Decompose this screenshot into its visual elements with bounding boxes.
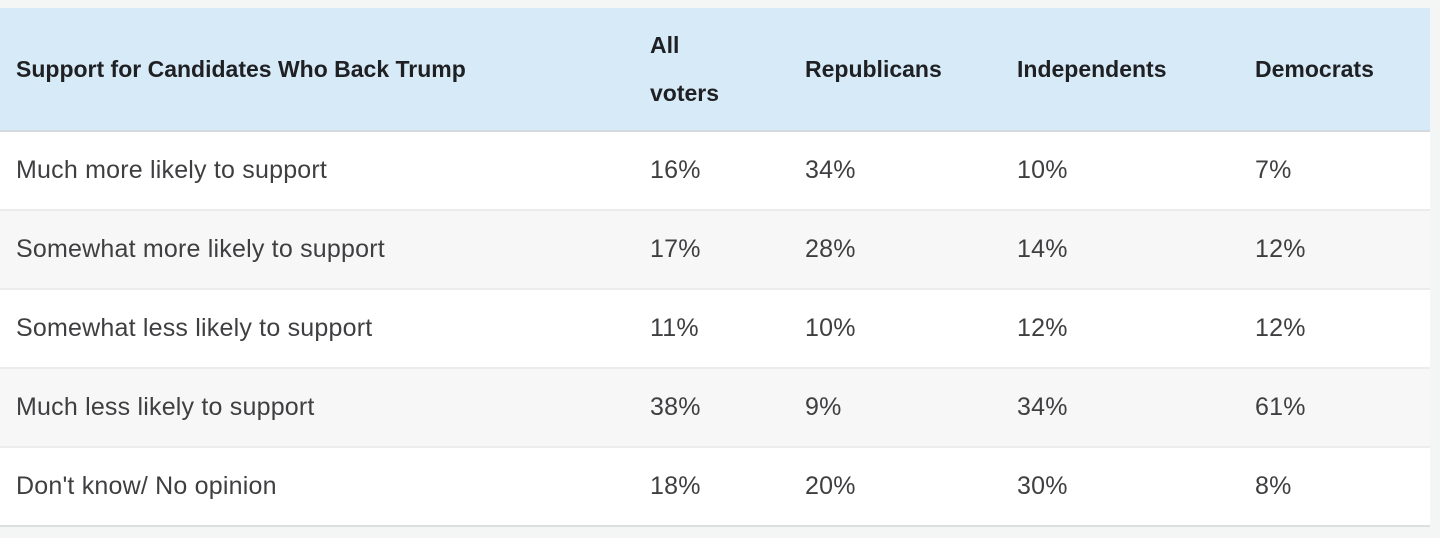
row-label: Much more likely to support [16,156,328,184]
cell-value: 11% [650,314,699,342]
table-row: Much more likely to support 16% 34% 10% … [0,131,1430,210]
table-body: Much more likely to support 16% 34% 10% … [0,131,1430,526]
cell-value: 61% [1255,393,1306,421]
cell-value: 17% [650,235,701,263]
table-row: Somewhat more likely to support 17% 28% … [0,210,1430,289]
row-label: Somewhat less likely to support [16,314,373,342]
cell-value: 9% [805,393,842,421]
table-title-cell: Support for Candidates Who Back Trump [0,8,650,132]
cell-value: 16% [650,156,701,184]
cell-value: 14% [1017,235,1068,263]
header-col-democrats: Democrats [1255,8,1430,132]
cell-value: 10% [805,314,856,342]
cell-value: 18% [650,472,701,500]
cell-value: 12% [1255,235,1306,263]
cell-value: 20% [805,472,856,500]
table-row: Much less likely to support 38% 9% 34% 6… [0,368,1430,447]
header-col-republicans: Republicans [805,8,1017,132]
table-row: Don't know/ No opinion 18% 20% 30% 8% [0,447,1430,526]
cell-value: 38% [650,393,701,421]
cell-value: 30% [1017,472,1068,500]
cell-value: 34% [805,156,856,184]
row-label: Don't know/ No opinion [16,472,277,500]
table-row: Somewhat less likely to support 11% 10% … [0,289,1430,368]
row-label: Somewhat more likely to support [16,235,385,263]
header-col-all-voters: All voters [650,8,805,132]
row-label: Much less likely to support [16,393,315,421]
cell-value: 12% [1017,314,1068,342]
cell-value: 12% [1255,314,1306,342]
cell-value: 34% [1017,393,1068,421]
cell-value: 28% [805,235,856,263]
poll-table: Support for Candidates Who Back Trump Al… [0,8,1430,527]
table-header: Support for Candidates Who Back Trump Al… [0,8,1430,132]
header-col-independents: Independents [1017,8,1255,132]
table-header-row: Support for Candidates Who Back Trump Al… [0,8,1430,132]
cell-value: 10% [1017,156,1068,184]
cell-value: 8% [1255,472,1292,500]
cell-value: 7% [1255,156,1292,184]
